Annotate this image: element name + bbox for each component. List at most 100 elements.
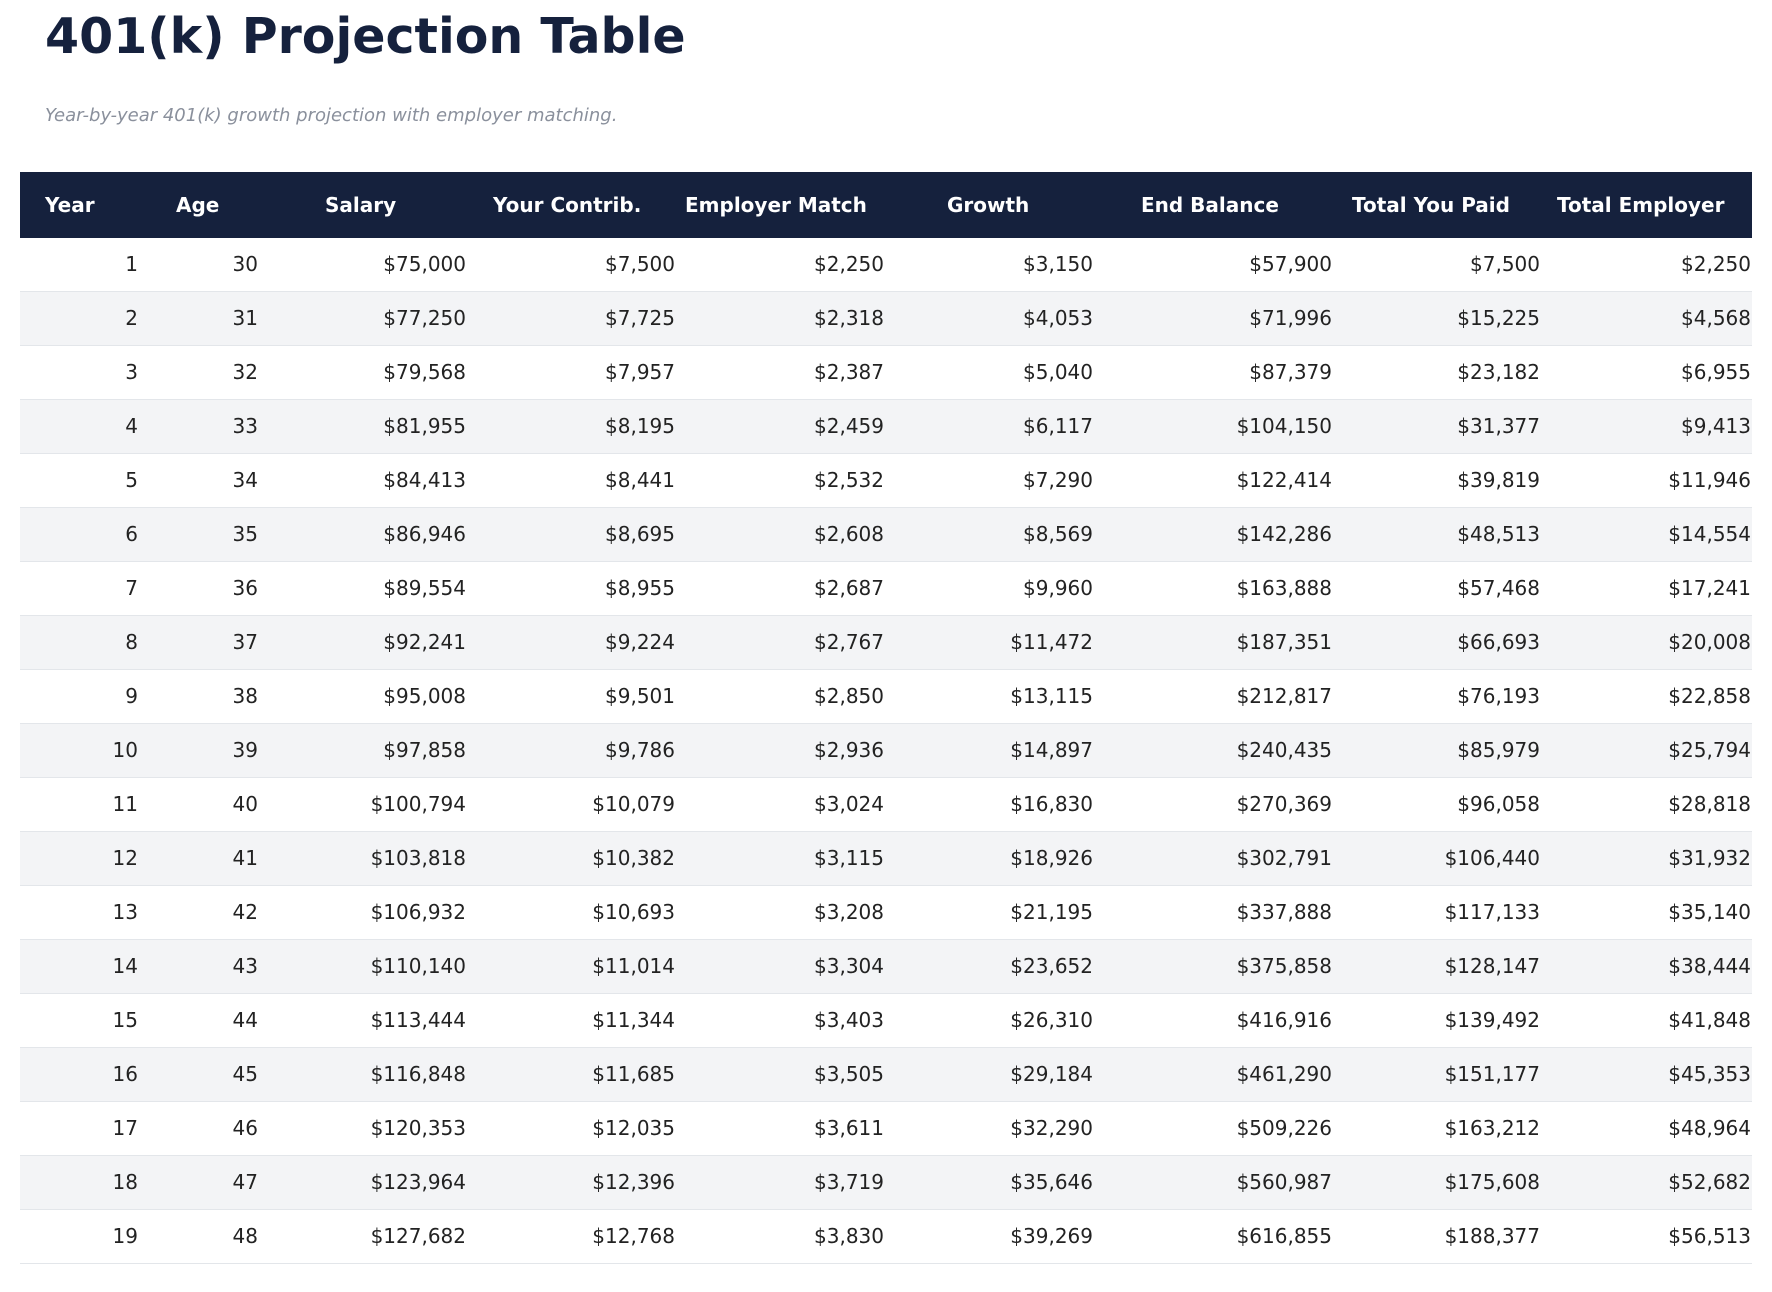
table-cell: $375,858 xyxy=(1236,954,1332,978)
table-cell: 8 xyxy=(125,630,138,654)
table-cell: $79,568 xyxy=(383,360,466,384)
table-cell: 18 xyxy=(112,1170,138,1194)
table-cell: $11,472 xyxy=(1010,630,1093,654)
table-cell: $10,382 xyxy=(592,846,675,870)
table-cell: $39,819 xyxy=(1457,468,1540,492)
table-cell: $123,964 xyxy=(370,1170,466,1194)
table-cell: $3,505 xyxy=(814,1062,884,1086)
table-cell: $9,413 xyxy=(1681,414,1751,438)
table-cell: 37 xyxy=(232,630,258,654)
table-cell: $110,140 xyxy=(370,954,466,978)
table-cell: $35,646 xyxy=(1010,1170,1093,1194)
table-cell: $9,960 xyxy=(1023,576,1093,600)
table-cell: $16,830 xyxy=(1010,792,1093,816)
table-cell: $4,568 xyxy=(1681,306,1751,330)
table-cell: $48,964 xyxy=(1668,1116,1751,1140)
table-cell: 14 xyxy=(112,954,138,978)
table-cell: $270,369 xyxy=(1236,792,1332,816)
table-cell: 3 xyxy=(125,360,138,384)
table-cell: $2,318 xyxy=(814,306,884,330)
table-cell: $57,468 xyxy=(1457,576,1540,600)
table-cell: 4 xyxy=(125,414,138,438)
table-cell: $113,444 xyxy=(370,1008,466,1032)
table-cell: $2,250 xyxy=(1681,252,1751,276)
table-cell: 7 xyxy=(125,576,138,600)
table-row: 18 47 $123,964 $12,396 $3,719 $35,646 $560,987… xyxy=(20,1156,1752,1210)
table-cell: $127,682 xyxy=(370,1224,466,1248)
table-cell: 32 xyxy=(232,360,258,384)
table-cell: $163,888 xyxy=(1236,576,1332,600)
projection-table: Year Age Salary Your Contrib. Employer Match… xyxy=(20,172,1752,1264)
table-cell: 30 xyxy=(232,252,258,276)
column-header: Age xyxy=(176,193,220,217)
table-cell: $10,693 xyxy=(592,900,675,924)
table-cell: $9,224 xyxy=(605,630,675,654)
table-cell: $128,147 xyxy=(1444,954,1540,978)
table-row: 6 35 $86,946 $8,695 $2,608 $8,569 $142,286 $48,… xyxy=(20,508,1752,562)
table-cell: 45 xyxy=(232,1062,258,1086)
table-cell: $2,459 xyxy=(814,414,884,438)
table-row: 14 43 $110,140 $11,014 $3,304 $23,652 $375,858… xyxy=(20,940,1752,994)
table-cell: 10 xyxy=(112,738,138,762)
table-cell: $3,150 xyxy=(1023,252,1093,276)
table-cell: $2,687 xyxy=(814,576,884,600)
table-cell: $302,791 xyxy=(1236,846,1332,870)
table-cell: 41 xyxy=(232,846,258,870)
table-cell: 2 xyxy=(125,306,138,330)
table-cell: $616,855 xyxy=(1236,1224,1332,1248)
column-header: Growth xyxy=(947,193,1030,217)
table-cell: $461,290 xyxy=(1236,1062,1332,1086)
table-cell: 43 xyxy=(232,954,258,978)
table-cell: $39,269 xyxy=(1010,1224,1093,1248)
table-cell: 39 xyxy=(232,738,258,762)
table-cell: $122,414 xyxy=(1236,468,1332,492)
table-cell: $96,058 xyxy=(1457,792,1540,816)
table-cell: $97,858 xyxy=(383,738,466,762)
table-row: 1 30 $75,000 $7,500 $2,250 $3,150 $57,900 $7,50… xyxy=(20,238,1752,292)
table-cell: $116,848 xyxy=(370,1062,466,1086)
table-cell: 40 xyxy=(232,792,258,816)
table-row: 17 46 $120,353 $12,035 $3,611 $32,290 $509,226… xyxy=(20,1102,1752,1156)
table-cell: 44 xyxy=(232,1008,258,1032)
table-row: 19 48 $127,682 $12,768 $3,830 $39,269 $616,855… xyxy=(20,1210,1752,1264)
table-cell: $11,344 xyxy=(592,1008,675,1032)
page-subtitle: Year-by-year 401(k) growth projection wi… xyxy=(45,105,618,126)
table-cell: $31,932 xyxy=(1668,846,1751,870)
table-row: 3 32 $79,568 $7,957 $2,387 $5,040 $87,379 $23,1… xyxy=(20,346,1752,400)
table-cell: $56,513 xyxy=(1668,1224,1751,1248)
table-cell: $2,850 xyxy=(814,684,884,708)
table-cell: $71,996 xyxy=(1249,306,1332,330)
table-cell: $66,693 xyxy=(1457,630,1540,654)
column-header: Your Contrib. xyxy=(493,193,642,217)
table-cell: $212,817 xyxy=(1236,684,1332,708)
table-row: 5 34 $84,413 $8,441 $2,532 $7,290 $122,414 $39,… xyxy=(20,454,1752,508)
table-cell: $87,379 xyxy=(1249,360,1332,384)
column-header: Total You Paid xyxy=(1352,193,1510,217)
table-cell: $17,241 xyxy=(1668,576,1751,600)
table-cell: $11,946 xyxy=(1668,468,1751,492)
column-header: End Balance xyxy=(1141,193,1279,217)
table-cell: $3,611 xyxy=(814,1116,884,1140)
table-cell: $2,387 xyxy=(814,360,884,384)
table-row: 8 37 $92,241 $9,224 $2,767 $11,472 $187,351 $66… xyxy=(20,616,1752,670)
table-cell: $5,040 xyxy=(1023,360,1093,384)
table-cell: $89,554 xyxy=(383,576,466,600)
table-cell: 1 xyxy=(125,252,138,276)
table-cell: $23,652 xyxy=(1010,954,1093,978)
table-cell: $3,719 xyxy=(814,1170,884,1194)
table-cell: $2,936 xyxy=(814,738,884,762)
table-row: 7 36 $89,554 $8,955 $2,687 $9,960 $163,888 $57,… xyxy=(20,562,1752,616)
table-cell: 19 xyxy=(112,1224,138,1248)
table-cell: $120,353 xyxy=(370,1116,466,1140)
table-cell: $3,403 xyxy=(814,1008,884,1032)
table-cell: $9,786 xyxy=(605,738,675,762)
table-cell: $32,290 xyxy=(1010,1116,1093,1140)
table-cell: $3,024 xyxy=(814,792,884,816)
table-row: 2 31 $77,250 $7,725 $2,318 $4,053 $71,996 $15,2… xyxy=(20,292,1752,346)
table-cell: $6,955 xyxy=(1681,360,1751,384)
table-cell: $57,900 xyxy=(1249,252,1332,276)
table-cell: $48,513 xyxy=(1457,522,1540,546)
table-cell: $2,767 xyxy=(814,630,884,654)
table-cell: $12,768 xyxy=(592,1224,675,1248)
table-cell: $104,150 xyxy=(1236,414,1332,438)
